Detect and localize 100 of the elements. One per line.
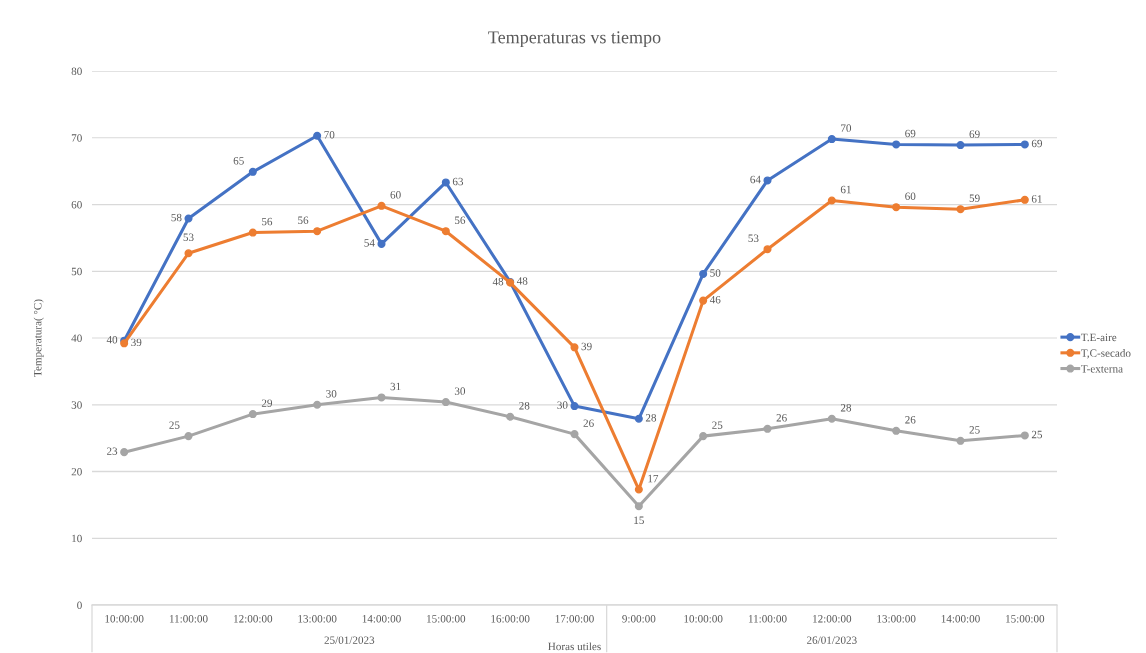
x-tick-label: 11:00:00 (748, 615, 787, 623)
data-label: 29 (261, 399, 273, 407)
point (699, 432, 708, 441)
data-label: 60 (905, 192, 916, 200)
point (506, 412, 515, 421)
data-label: 60 (390, 191, 401, 199)
point (956, 141, 965, 150)
x-tick-label: 14:00:00 (362, 615, 401, 623)
point (634, 485, 643, 494)
data-label: 30 (326, 390, 337, 398)
y-tick-label: 60 (71, 200, 82, 209)
x-axis-title: Horas utiles (548, 642, 601, 651)
data-label: 17 (648, 474, 659, 483)
point (184, 249, 193, 258)
data-label: 65 (233, 157, 244, 165)
y-tick-label: 80 (71, 67, 82, 75)
point (570, 430, 579, 439)
legend-label: T.E-aire (1081, 333, 1117, 342)
data-label: 25 (1031, 430, 1043, 439)
x-tick-label: 15:00:00 (427, 615, 466, 623)
y-tick-label: 20 (71, 467, 82, 476)
point (892, 140, 901, 149)
data-label: 26 (583, 419, 594, 427)
point (313, 400, 322, 409)
data-label: 59 (969, 194, 980, 202)
point (827, 135, 836, 144)
x-tick-label: 9:00:00 (622, 615, 656, 623)
x-tick-label: 10:00:00 (684, 615, 723, 623)
data-label: 63 (452, 177, 464, 186)
point (699, 269, 708, 278)
data-label: 70 (324, 131, 335, 139)
point (377, 201, 386, 210)
point (1020, 195, 1029, 204)
data-label: 70 (841, 124, 852, 132)
y-axis-title: Temperatura( °C) (33, 299, 44, 377)
point (763, 245, 772, 254)
data-label: 25 (169, 421, 180, 429)
point (184, 432, 193, 441)
point (1020, 140, 1029, 149)
data-label: 39 (131, 338, 142, 347)
data-label: 69 (1031, 139, 1043, 148)
data-label: 28 (840, 404, 852, 412)
point (120, 448, 129, 457)
data-label: 23 (107, 447, 118, 455)
point (634, 414, 643, 423)
data-label: 56 (262, 217, 273, 226)
data-label: 56 (298, 216, 309, 224)
data-label: 25 (969, 426, 980, 434)
data-label: 31 (390, 382, 401, 391)
data-label: 53 (183, 233, 194, 242)
data-label: 15 (634, 516, 644, 524)
legend-label: T-externa (1081, 365, 1123, 373)
x-tick-label: 13:00:00 (298, 615, 337, 623)
data-label: 69 (905, 129, 916, 138)
point (827, 196, 836, 205)
point (827, 414, 836, 423)
point (313, 131, 322, 140)
y-tick-label: 0 (77, 601, 82, 609)
point (892, 203, 901, 212)
data-label: 69 (969, 130, 980, 138)
data-label: 26 (776, 414, 787, 422)
data-label: 53 (748, 234, 759, 242)
y-tick-label: 30 (71, 401, 82, 409)
point (313, 227, 322, 236)
y-tick-label: 10 (72, 534, 82, 543)
data-label: 40 (106, 335, 118, 344)
point (570, 343, 579, 352)
data-label: 46 (709, 295, 721, 304)
y-tick-label: 40 (71, 334, 82, 342)
point (377, 393, 386, 402)
point (441, 398, 450, 407)
data-label: 54 (364, 239, 375, 247)
chart-title: Temperaturas vs tiempo (488, 31, 661, 48)
data-label: 48 (492, 277, 504, 286)
data-label: 61 (1031, 195, 1042, 203)
data-label: 50 (710, 269, 721, 277)
text: 25/01/2023 (324, 636, 375, 644)
point (763, 176, 772, 185)
data-label: 30 (454, 387, 466, 395)
data-label: 25 (712, 421, 723, 429)
x-tick-label: 15:00:00 (1006, 615, 1045, 623)
point (634, 502, 643, 511)
point (441, 227, 450, 236)
point (699, 296, 708, 305)
x-tick-label: 14:00:00 (941, 615, 980, 623)
x-tick-label: 12:00:00 (234, 615, 273, 623)
x-tick-label: 12:00:00 (813, 615, 852, 623)
point (892, 426, 901, 435)
x-tick-label: 13:00:00 (877, 615, 916, 623)
point (184, 214, 193, 223)
y-tick-label: 70 (71, 134, 82, 142)
data-label: 30 (557, 401, 568, 409)
data-label: 26 (905, 416, 916, 424)
data-label: 28 (645, 414, 657, 422)
x-tick-label: 16:00:00 (491, 615, 530, 623)
point (763, 424, 772, 433)
x-tick-label: 11:00:00 (169, 615, 208, 623)
data-label: 39 (581, 342, 592, 351)
data-label: 48 (516, 277, 528, 285)
x-tick-label: 10:00:00 (105, 615, 144, 623)
